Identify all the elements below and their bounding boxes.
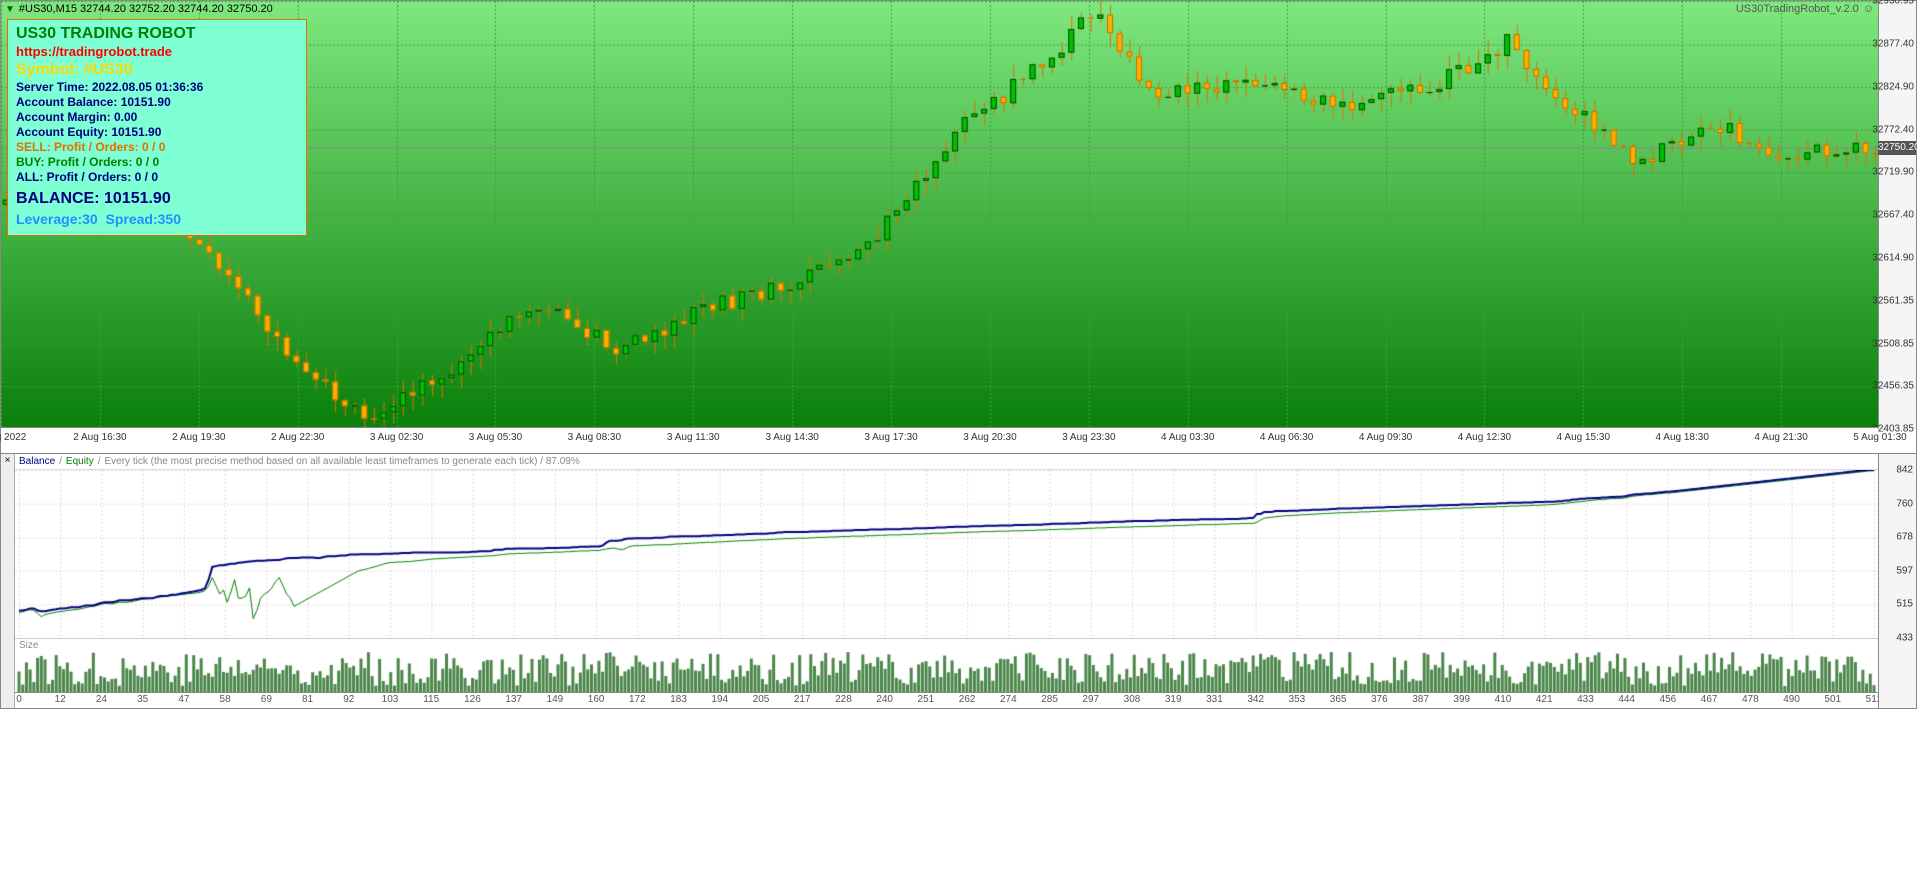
equity-x-axis: 0122435475869819210311512613714916017218… bbox=[15, 692, 1878, 708]
current-price-marker: 32750.20 bbox=[1878, 141, 1916, 155]
panel-symbol: Symbol: #US30 bbox=[16, 60, 298, 80]
spread-label: Spread:350 bbox=[106, 211, 181, 227]
price-y-axis: 32930.9532877.4032824.9032772.4032719.90… bbox=[1878, 1, 1916, 429]
legend-balance: Balance bbox=[19, 456, 55, 467]
close-panel-button[interactable]: × bbox=[1, 454, 15, 708]
equity-legend: Balance / Equity / Every tick (the most … bbox=[15, 454, 1878, 470]
legend-equity: Equity bbox=[66, 456, 94, 467]
panel-leverage-spread: Leverage:30 Spread:350 bbox=[16, 211, 298, 229]
panel-acct-equity: Account Equity: 10151.90 bbox=[16, 125, 298, 140]
panel-title: US30 TRADING ROBOT bbox=[16, 24, 298, 44]
robot-name-text: US30TradingRobot_v.2.0 bbox=[1736, 3, 1859, 15]
equity-y-axis: 842760678597515433 bbox=[1878, 454, 1916, 708]
time-x-axis: 2 Aug 20222 Aug 16:302 Aug 19:302 Aug 22… bbox=[1, 427, 1878, 453]
panel-buy-line: BUY: Profit / Orders: 0 / 0 bbox=[16, 155, 298, 170]
chart-header: ▼ #US30,M15 32744.20 32752.20 32744.20 3… bbox=[1, 1, 1878, 17]
panel-balance-big: BALANCE: 10151.90 bbox=[16, 189, 298, 209]
panel-acct-margin: Account Margin: 0.00 bbox=[16, 110, 298, 125]
candlestick-chart-panel: ▼ #US30,M15 32744.20 32752.20 32744.20 3… bbox=[0, 0, 1917, 454]
legend-details: Every tick (the most precise method base… bbox=[105, 456, 580, 467]
equity-canvas[interactable] bbox=[15, 470, 1878, 638]
panel-all-line: ALL: Profit / Orders: 0 / 0 bbox=[16, 170, 298, 185]
size-canvas[interactable] bbox=[15, 652, 1878, 692]
size-label: Size bbox=[15, 638, 1878, 652]
leverage-label: Leverage:30 bbox=[16, 211, 98, 227]
equity-panel: × Balance / Equity / Every tick (the mos… bbox=[0, 454, 1917, 709]
dropdown-arrow-icon[interactable]: ▼ bbox=[5, 4, 15, 15]
panel-url[interactable]: https://tradingrobot.trade bbox=[16, 44, 298, 60]
info-panel: US30 TRADING ROBOT https://tradingrobot.… bbox=[7, 19, 307, 236]
panel-sell-line: SELL: Profit / Orders: 0 / 0 bbox=[16, 140, 298, 155]
panel-server-time: Server Time: 2022.08.05 01:36:36 bbox=[16, 80, 298, 95]
panel-acct-balance: Account Balance: 10151.90 bbox=[16, 95, 298, 110]
smile-icon: ☺ bbox=[1863, 3, 1874, 15]
ticker-ohlc-text: #US30,M15 32744.20 32752.20 32744.20 327… bbox=[19, 3, 273, 15]
